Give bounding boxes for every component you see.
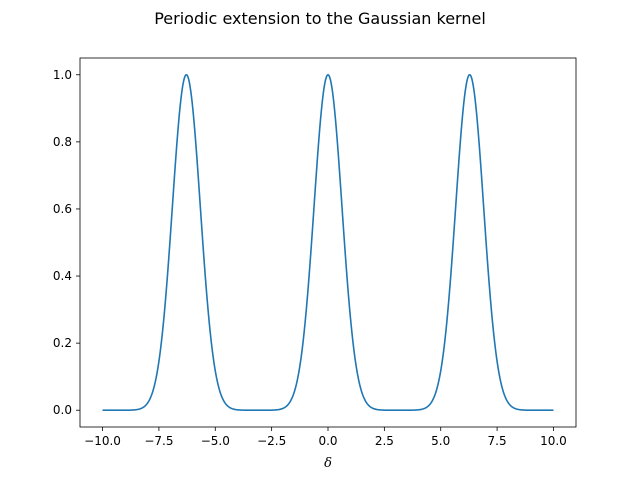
x-axis: −10.0 −7.5 −5.0 −2.5 0.0 2.5 5.0 7.5 10.0 (84, 427, 567, 448)
x-tick-label: −7.5 (144, 434, 173, 448)
x-tick-label: −2.5 (257, 434, 286, 448)
y-tick-label: 0.8 (53, 135, 72, 149)
x-tick-label: 7.5 (488, 434, 507, 448)
x-tick-label: 2.5 (375, 434, 394, 448)
y-axis: 0.0 0.2 0.4 0.6 0.8 1.0 (53, 68, 80, 417)
y-tick-label: 0.4 (53, 269, 72, 283)
series-line (102, 73, 554, 412)
y-tick-label: 0.6 (53, 202, 72, 216)
y-tick-label: 0.2 (53, 336, 72, 350)
y-tick-label: 0.0 (53, 403, 72, 417)
x-tick-label: −10.0 (84, 434, 121, 448)
chart-title: Periodic extension to the Gaussian kerne… (154, 9, 486, 28)
x-tick-label: 5.0 (431, 434, 450, 448)
x-tick-label: 0.0 (318, 434, 337, 448)
x-tick-label: 10.0 (540, 434, 567, 448)
x-axis-label: δ (324, 456, 332, 471)
y-tick-label: 1.0 (53, 68, 72, 82)
x-tick-label: −5.0 (201, 434, 230, 448)
